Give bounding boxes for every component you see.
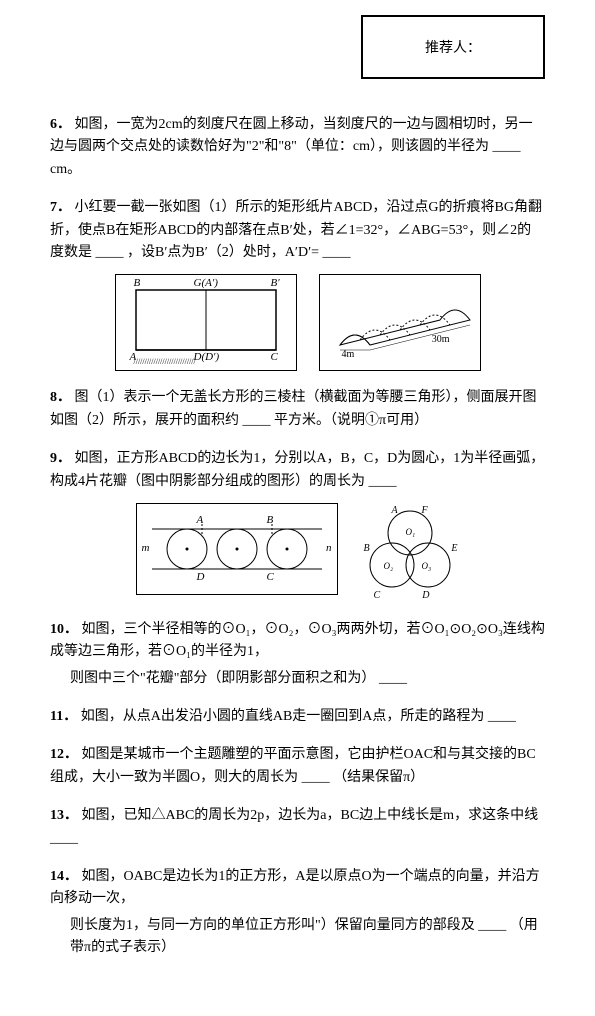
question-11: 11． 如图，从点A出发沿小圆的直线AB走一圈回到A点，所走的路程为 ____ <box>50 706 545 728</box>
q13-text: 如图，已知△ABC的周长为2p，边长为a，BC边上中线长是m，求这条中线 <box>82 808 539 823</box>
question-14: 14． 如图，OABC是边长为1的正方形，A是以原点O为一个端点的向量，并沿方向… <box>50 866 545 960</box>
q10-text2: 则图中三个"花瓣"部分（即阴影部分面积之和为） <box>70 671 375 686</box>
q10-D: D <box>422 590 429 601</box>
q8-blank: ____ <box>243 413 271 428</box>
hatch-line: //////////////////////////// <box>134 357 196 366</box>
q10-figure-wrap: A F B E C D O₁ O₂ O₃ <box>360 503 460 603</box>
q8-unit: 平方米。（说明①π可用） <box>274 413 428 428</box>
q7-fig1-Bp: B′ <box>271 277 280 289</box>
q7-fig1-B: B <box>134 277 141 289</box>
q7-fig1-C: C <box>271 351 278 363</box>
q8-num: 8． <box>50 390 71 405</box>
q9-D: D <box>197 571 205 583</box>
q10-C: C <box>374 590 381 601</box>
q12-blank: ____ <box>302 770 330 785</box>
q14-blank: ____ <box>478 918 506 933</box>
recommender-box: 推荐人： <box>361 15 545 79</box>
q7-figure-1: B G(A′) B′ A D(D′) C ///////////////////… <box>115 274 297 371</box>
q14-text2: 则长度为1，与同一方向的单位正方形叫"）保留向量同方的部段及 <box>70 918 475 933</box>
q10-B: B <box>364 543 370 554</box>
q10-F: F <box>422 505 428 516</box>
q9-C: C <box>267 571 274 583</box>
question-12: 12． 如图是某城市一个主题雕塑的平面示意图，它由护栏OAC和与其交接的BC组成… <box>50 744 545 789</box>
q10-figure: A F B E C D O₁ O₂ O₃ <box>360 503 460 603</box>
q7-blank: ____ <box>96 245 124 260</box>
q8-figure: 30m 4m <box>319 274 481 371</box>
q11-blank: ____ <box>488 709 516 724</box>
q6-unit: cm。 <box>50 162 81 177</box>
q7-blank2: ____ <box>323 245 351 260</box>
question-13: 13． 如图，已知△ABC的周长为2p，边长为a，BC边上中线长是m，求这条中线… <box>50 805 545 850</box>
q10-num: 10． <box>50 622 78 637</box>
q7-figure-1-wrap: B G(A′) B′ A D(D′) C ///////////////////… <box>115 274 297 371</box>
question-8: 8． 图（1）表示一个无盖长方形的三棱柱（横截面为等腰三角形），侧面展开图如图（… <box>50 387 545 432</box>
q9-figure: A B C D m n <box>136 503 338 595</box>
q6-num: 6． <box>50 117 71 132</box>
q6-text: 如图，一宽为2cm的刻度尺在圆上移动，当刻度尺的一边与圆相切时，另一边与圆两个交… <box>50 117 533 154</box>
q14-text: 如图，OABC是边长为1的正方形，A是以原点O为一个端点的向量，并沿方向移动一次… <box>50 869 540 906</box>
q10-O1l: O₁ <box>406 527 416 537</box>
q10-O2l: O₂ <box>384 561 394 571</box>
q10-A: A <box>392 505 398 516</box>
q7-fig1-GA: G(A′) <box>194 277 218 289</box>
question-9: 9． 如图，正方形ABCD的边长为1，分别以A，B，C，D为圆心，1为半径画弧，… <box>50 448 545 603</box>
q7-fig1-D: D(D′) <box>194 351 220 363</box>
question-6: 6． 如图，一宽为2cm的刻度尺在圆上移动，当刻度尺的一边与圆相切时，另一边与圆… <box>50 114 545 181</box>
question-7: 7． 小红要一截一张如图（1）所示的矩形纸片ABCD，沿过点G的折痕将BG角翻折… <box>50 197 545 371</box>
question-10: 10． 如图，三个半径相等的⊙O₁，⊙O₂，⊙O₃两两外切，若⊙O₁⊙O₂⊙O₃… <box>50 619 545 690</box>
q7-part2: ，设B′点为B′（2）处时，A′D′= <box>127 245 319 260</box>
q8-figure-wrap: 30m 4m <box>319 274 481 371</box>
q9-n: n <box>326 542 332 554</box>
q9-m: m <box>142 542 150 554</box>
q9-blank: ____ <box>369 474 397 489</box>
q9-A: A <box>197 514 204 526</box>
q12-num: 12． <box>50 747 78 762</box>
q13-blank: ____ <box>50 831 78 846</box>
q10-E: E <box>451 543 457 554</box>
q6-blank: ____ <box>492 139 520 154</box>
q8-30m: 30m <box>432 334 450 345</box>
q10-blank: ____ <box>379 671 407 686</box>
q11-num: 11． <box>50 709 77 724</box>
recommender-label: 推荐人： <box>425 37 481 57</box>
q12-text: 如图是某城市一个主题雕塑的平面示意图，它由护栏OAC和与其交接的BC组成，大小一… <box>50 747 536 784</box>
q9-figure-wrap: A B C D m n <box>136 503 338 595</box>
q10-text: 如图，三个半径相等的⊙O₁，⊙O₂，⊙O₃两两外切，若⊙O₁⊙O₂⊙O₃连线构成… <box>50 622 545 659</box>
q9-num: 9． <box>50 451 71 466</box>
q11-text: 如图，从点A出发沿小圆的直线AB走一圈回到A点，所走的路程为 <box>81 709 485 724</box>
q10-O3l: O₃ <box>422 561 432 571</box>
q9-B: B <box>267 514 274 526</box>
q8-4m: 4m <box>342 349 355 360</box>
q9-text: 如图，正方形ABCD的边长为1，分别以A，B，C，D为圆心，1为半径画弧，构成4… <box>50 451 544 488</box>
q14-num: 14． <box>50 869 78 884</box>
q7-num: 7． <box>50 200 71 215</box>
q12-text2: （结果保留π） <box>333 770 424 785</box>
q13-num: 13． <box>50 808 78 823</box>
